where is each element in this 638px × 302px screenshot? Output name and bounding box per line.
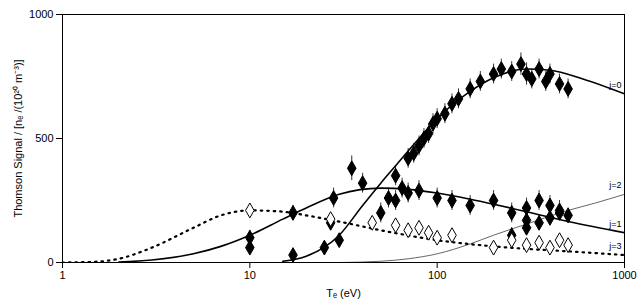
svg-text:0: 0 <box>47 256 53 268</box>
svg-text:1: 1 <box>59 269 65 281</box>
svg-text:j=0: j=0 <box>608 80 621 90</box>
svg-text:j=3: j=3 <box>608 241 621 251</box>
svg-text:1000: 1000 <box>29 8 53 20</box>
svg-text:j=2: j=2 <box>608 180 621 190</box>
svg-text:1000: 1000 <box>612 269 636 281</box>
svg-text:10: 10 <box>244 269 256 281</box>
svg-text:Tₑ (eV): Tₑ (eV) <box>326 287 361 299</box>
svg-text:500: 500 <box>35 132 53 144</box>
svg-text:Thomson Signal / [nₑ /(10²⁰ m⁻: Thomson Signal / [nₑ /(10²⁰ m⁻³)] <box>12 59 24 217</box>
svg-text:100: 100 <box>428 269 446 281</box>
svg-text:j=1: j=1 <box>608 219 621 229</box>
